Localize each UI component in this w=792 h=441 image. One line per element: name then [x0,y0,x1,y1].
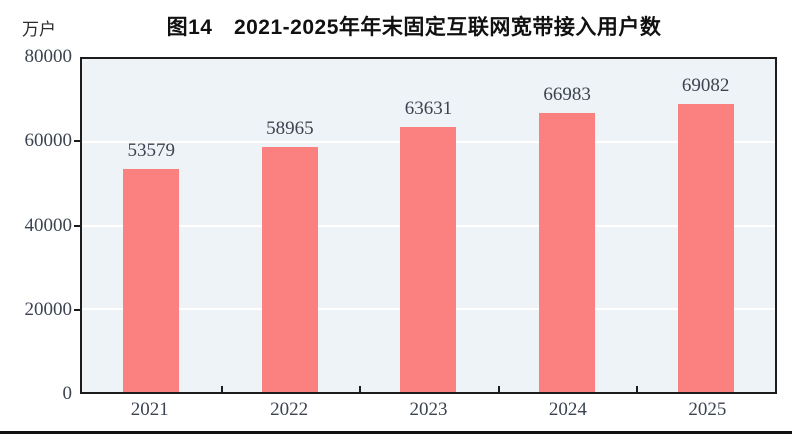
bar [261,146,318,392]
bar-slot: 53579 [82,59,221,392]
bar-value-label: 66983 [543,84,591,106]
y-tick-label: 0 [62,383,73,404]
y-tick-label: 80000 [24,46,73,67]
bar-slot: 58965 [221,59,360,392]
x-tick-label: 2021 [130,399,169,420]
bar-slot: 63631 [359,59,498,392]
x-tick-label: 2024 [548,399,587,420]
x-tick-label: 2025 [688,399,727,420]
bar [539,113,596,392]
x-axis: 2021 2022 2023 2024 2025 [80,399,777,425]
bar-value-label: 53579 [127,139,176,161]
x-tick-label: 2022 [270,399,309,420]
plot-area: 53579 58965 63631 66983 69082 [80,57,777,394]
bar [677,104,734,392]
bar-slot: 66983 [498,59,637,392]
x-tick-mark [359,386,362,392]
bar-value-label: 69082 [681,75,730,97]
x-tick-mark [497,386,500,392]
x-tick-label: 2023 [409,399,448,420]
bar-value-label: 58965 [266,117,314,139]
y-axis-unit-label: 万户 [22,20,56,39]
x-tick-mark [636,386,639,392]
y-tick-label: 60000 [24,130,73,152]
bar-value-label: 63631 [404,98,453,120]
bar [400,127,457,392]
chart-title: 图14 2021-2025年年末固定互联网宽带接入用户数 [166,16,662,39]
bar-slot: 69082 [636,59,775,392]
y-tick-mark [74,308,80,311]
y-tick-mark [74,224,80,227]
page-divider-rule [0,431,792,434]
y-axis: 0 20000 40000 60000 80000 [0,46,73,404]
bar [123,168,180,392]
bar-series: 53579 58965 63631 66983 69082 [82,59,775,392]
y-tick-mark [74,140,80,143]
y-tick-label: 40000 [24,214,73,236]
x-tick-mark [220,386,223,392]
y-tick-label: 20000 [24,298,73,320]
